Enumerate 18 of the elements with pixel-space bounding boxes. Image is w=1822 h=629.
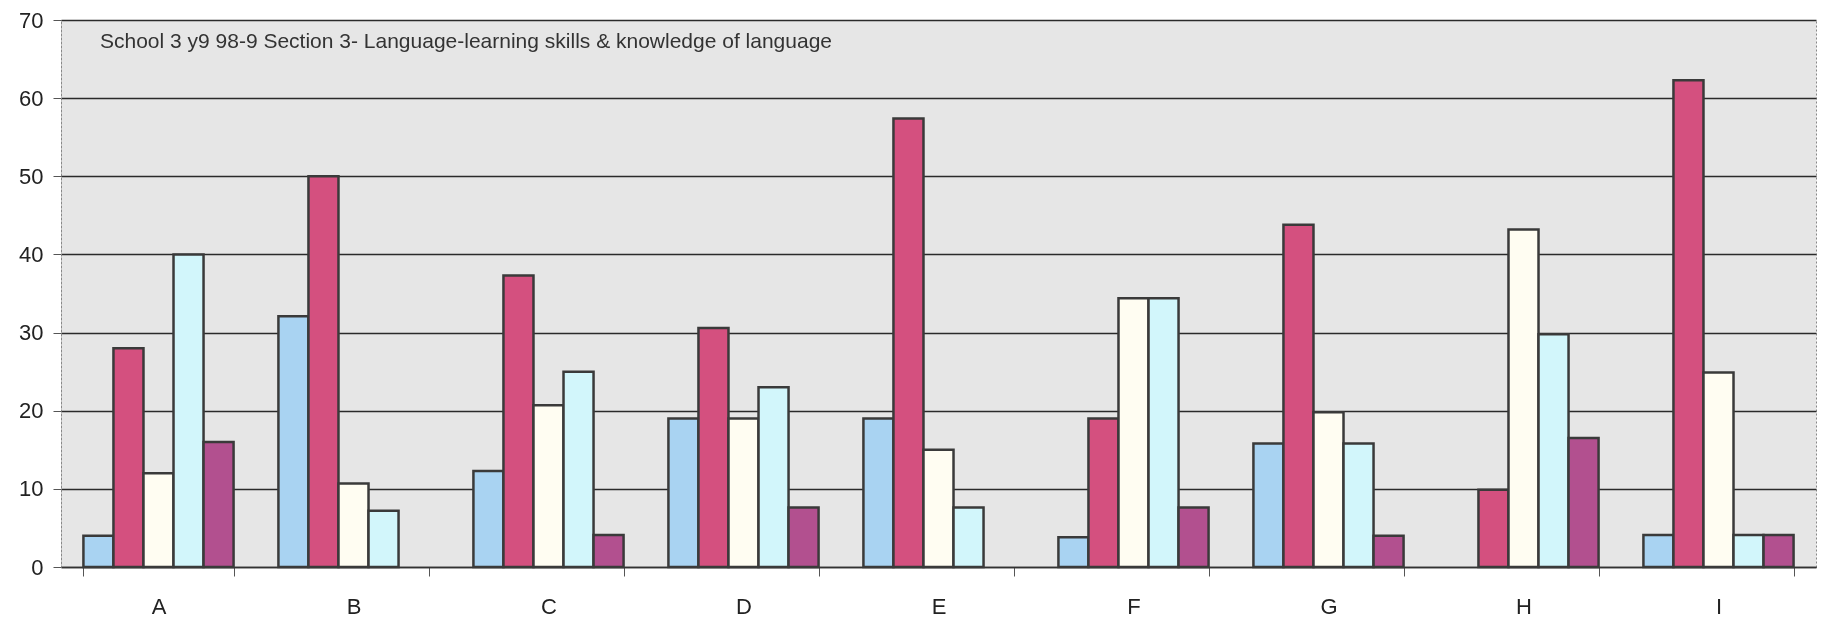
y-tick-label: 10 — [19, 476, 44, 502]
x-tick-label: A — [151, 593, 167, 619]
x-tick-label: D — [736, 593, 752, 619]
x-tick-label: I — [1715, 593, 1723, 619]
y-tick-label: 20 — [19, 398, 44, 424]
y-tick-label: 50 — [19, 163, 44, 189]
chart-title: School 3 y9 98-9 Section 3- Language-learning skills & knowledge of language — [100, 29, 832, 52]
x-tick-label: G — [1320, 593, 1338, 619]
x-tick-label: B — [346, 593, 362, 619]
x-tick-label: E — [931, 593, 947, 619]
y-tick-label: 30 — [19, 320, 44, 346]
y-tick-label: 70 — [19, 7, 44, 33]
y-tick-label: 40 — [19, 241, 44, 267]
x-tick-label: H — [1516, 593, 1532, 619]
x-tick-label: C — [541, 593, 558, 619]
y-tick-label: 0 — [31, 554, 44, 580]
x-tick-label: F — [1127, 593, 1141, 619]
y-tick-label: 60 — [19, 85, 44, 111]
